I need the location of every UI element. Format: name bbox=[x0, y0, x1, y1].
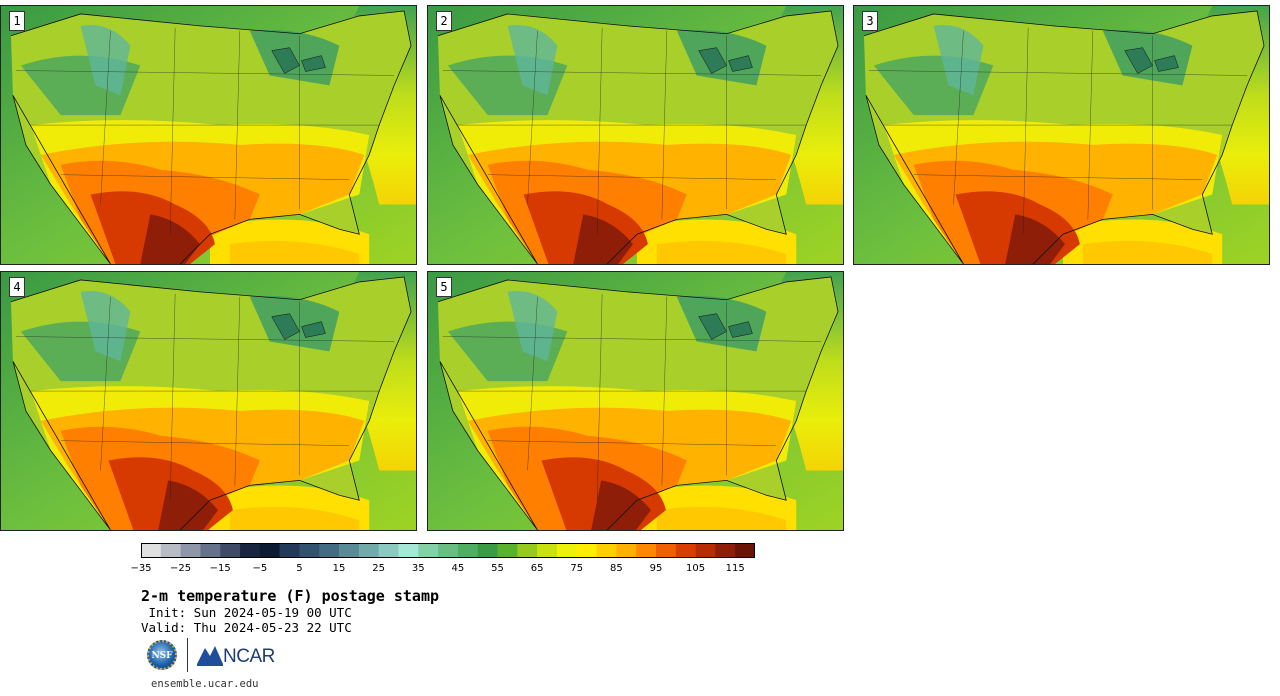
panel-number-label: 3 bbox=[862, 11, 878, 31]
map-panel-2: 2 bbox=[427, 5, 844, 265]
colorbar-swatch bbox=[438, 543, 459, 558]
colorbar-swatch bbox=[735, 543, 755, 558]
colorbar-swatch bbox=[715, 543, 736, 558]
colorbar-swatch bbox=[378, 543, 399, 558]
colorbar-swatch bbox=[220, 543, 241, 558]
panel-number-label: 1 bbox=[9, 11, 25, 31]
colorbar-swatch bbox=[240, 543, 261, 558]
panel-number-label: 2 bbox=[436, 11, 452, 31]
colorbar-swatch bbox=[477, 543, 498, 558]
colorbar-swatch bbox=[556, 543, 578, 558]
colorbar-swatch bbox=[675, 543, 696, 558]
colorbar-swatch bbox=[576, 543, 597, 558]
map-panel-1: 1 bbox=[0, 5, 417, 265]
colorbar-tick-label: 25 bbox=[372, 563, 386, 574]
colorbar-tick-label: 75 bbox=[570, 563, 584, 574]
colorbar-swatch bbox=[537, 543, 558, 558]
colorbar-swatch bbox=[517, 543, 538, 558]
panel-number-label: 5 bbox=[436, 277, 452, 297]
colorbar-swatch bbox=[180, 543, 201, 558]
colorbar-swatch bbox=[497, 543, 518, 558]
colorbar-swatch bbox=[259, 543, 280, 558]
valid-time: Valid: Thu 2024-05-23 22 UTC bbox=[141, 620, 352, 635]
colorbar-swatch bbox=[358, 543, 379, 558]
colorbar-tick-label: 85 bbox=[609, 563, 623, 574]
colorbar-tick-label: 15 bbox=[332, 563, 346, 574]
init-time: Init: Sun 2024-05-19 00 UTC bbox=[141, 605, 352, 620]
colorbar-swatch bbox=[418, 543, 439, 558]
panel-number-label: 4 bbox=[9, 277, 25, 297]
colorbar-swatch bbox=[398, 543, 419, 558]
colorbar-swatch bbox=[655, 543, 677, 558]
colorbar-swatch bbox=[339, 543, 360, 558]
ncar-logo-icon: NCAR bbox=[197, 644, 275, 668]
map-panel-4: 4 bbox=[0, 271, 417, 531]
logos: NSF NCAR bbox=[143, 638, 275, 674]
colorbar-swatch bbox=[457, 543, 479, 558]
colorbar-tick-labels: −35 −25 −15 −5 5 15 25 35 45 55 65 75 85 95 105 115 bbox=[130, 563, 755, 577]
colorbar-tick-label: −15 bbox=[209, 563, 231, 574]
colorbar-swatch bbox=[279, 543, 300, 558]
colorbar-swatch bbox=[141, 543, 162, 558]
colorbar-tick-label: 115 bbox=[725, 563, 745, 574]
colorbar-swatch bbox=[299, 543, 320, 558]
colorbar-tick-label: −35 bbox=[130, 563, 152, 574]
colorbar-swatch bbox=[160, 543, 181, 558]
page-title: 2-m temperature (F) postage stamp bbox=[141, 587, 440, 605]
colorbar-tick-label: 55 bbox=[491, 563, 504, 574]
map-panel-5: 5 bbox=[427, 271, 844, 531]
website-url: ensemble.ucar.edu bbox=[151, 678, 259, 690]
colorbar-tick-label: −5 bbox=[252, 563, 268, 574]
map-panel-3: 3 bbox=[853, 5, 1270, 265]
logo-divider bbox=[187, 638, 188, 672]
colorbar-swatch bbox=[319, 543, 340, 558]
colorbar-tick-label: 105 bbox=[686, 563, 706, 574]
colorbar-swatch bbox=[596, 543, 617, 558]
colorbar-swatch bbox=[695, 543, 716, 558]
colorbar-swatch bbox=[200, 543, 221, 558]
nsf-logo-icon: NSF bbox=[147, 640, 177, 670]
colorbar-swatch bbox=[636, 543, 657, 558]
colorbar bbox=[141, 543, 755, 558]
colorbar-swatch bbox=[616, 543, 637, 558]
colorbar-tick-label: 35 bbox=[411, 563, 425, 574]
colorbar-tick-label: −25 bbox=[170, 563, 192, 574]
colorbar-tick-label: 65 bbox=[530, 563, 544, 574]
colorbar-tick-label: 45 bbox=[451, 563, 465, 574]
colorbar-tick-label: 5 bbox=[296, 563, 303, 574]
colorbar-tick-label: 95 bbox=[649, 563, 663, 574]
